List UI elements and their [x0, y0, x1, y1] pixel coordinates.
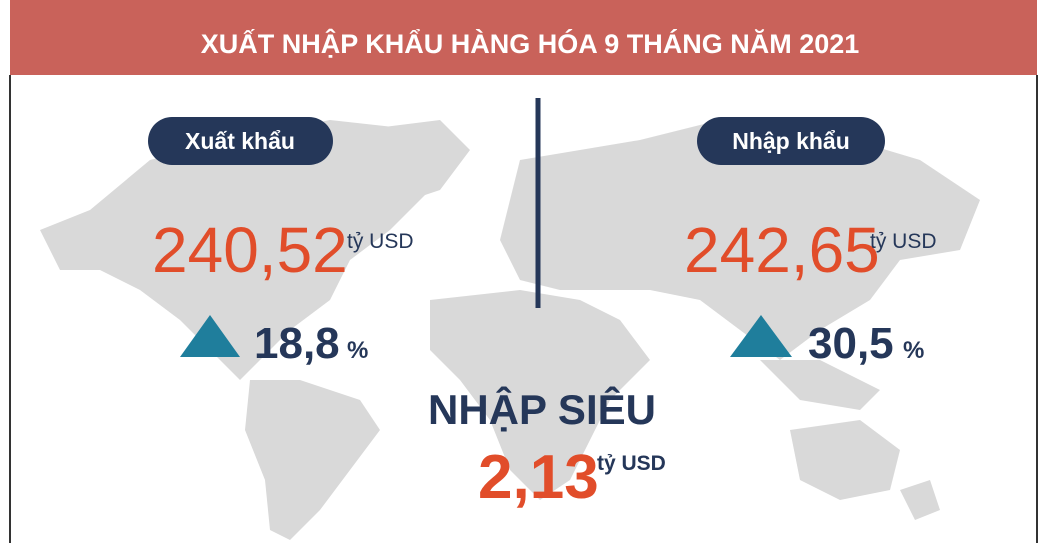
export-label: Xuất khẩu — [185, 128, 295, 154]
balance-unit: tỷ USD — [597, 452, 666, 475]
import-unit: tỷ USD — [870, 230, 937, 253]
export-up-arrow — [180, 315, 240, 357]
import-label: Nhập khẩu — [732, 128, 850, 154]
world-map — [40, 120, 980, 540]
header-title: XUẤT NHẬP KHẨU HÀNG HÓA 9 THÁNG NĂM 2021 — [201, 28, 860, 59]
import-change-unit: % — [903, 337, 924, 364]
import-change: 30,5 — [808, 319, 894, 368]
export-unit: tỷ USD — [347, 230, 414, 253]
export-pill — [148, 117, 333, 165]
export-value: 240,52 — [152, 214, 348, 286]
export-change: 18,8 — [254, 319, 340, 368]
import-up-arrow — [730, 315, 792, 357]
balance-label: NHẬP SIÊU — [428, 385, 656, 433]
import-value: 242,65 — [684, 214, 880, 286]
import-pill — [697, 117, 885, 165]
header-bar — [10, 0, 1037, 75]
balance-value: 2,13 — [478, 443, 599, 512]
export-change-unit: % — [347, 337, 368, 364]
